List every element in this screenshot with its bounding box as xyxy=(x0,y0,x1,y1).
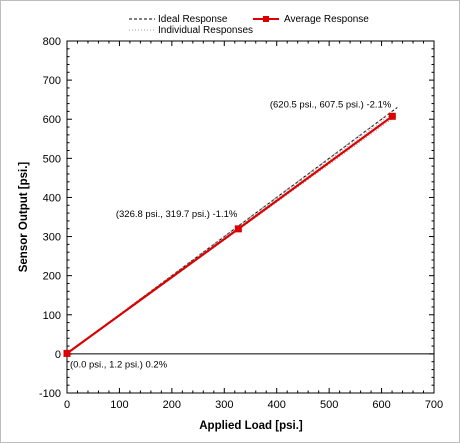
legend-marker-average xyxy=(263,16,269,22)
legend-label-average: Average Response xyxy=(284,14,369,25)
data-label: (620.5 psi., 607.5 psi.) -2.1% xyxy=(270,99,392,110)
legend-label-ideal: Ideal Response xyxy=(158,14,228,25)
y-tick-label: 200 xyxy=(43,271,61,283)
x-tick-label: 600 xyxy=(372,399,390,411)
x-axis-title: Applied Load [psi.] xyxy=(199,420,303,432)
series-line-average xyxy=(66,115,393,355)
y-tick-label: 500 xyxy=(43,153,61,165)
legend: Ideal Response Average Response Individu… xyxy=(129,14,369,36)
annotations-layer: (0.0 psi., 1.2 psi.) 0.2% (326.8 psi., 31… xyxy=(70,99,392,370)
plot-area xyxy=(66,40,435,394)
series-point-average xyxy=(388,112,396,120)
x-tick-label: 500 xyxy=(320,399,338,411)
x-tick-label: 200 xyxy=(163,399,181,411)
y-tick-label: 300 xyxy=(43,232,61,244)
y-tick-label: 100 xyxy=(43,310,61,322)
data-label: (0.0 psi., 1.2 psi.) 0.2% xyxy=(70,359,168,370)
x-tick-label: 0 xyxy=(64,399,70,411)
series-line-ideal xyxy=(66,107,398,355)
y-tick-label: 0 xyxy=(55,349,61,361)
x-tick-label: 300 xyxy=(215,399,233,411)
y-tick-label: 400 xyxy=(43,192,61,204)
y-tick-label: -100 xyxy=(39,388,61,400)
x-tick-label: 400 xyxy=(268,399,286,411)
data-label: (326.8 psi., 319.7 psi.) -1.1% xyxy=(116,209,238,220)
ticks-layer: 0 100 200 300 400 500 600 700-10001002003004005… xyxy=(39,36,443,411)
y-axis-title: Sensor Output [psi.] xyxy=(18,162,30,273)
y-tick-label: 800 xyxy=(43,36,61,48)
series-point-average xyxy=(234,225,242,233)
y-tick-label: 600 xyxy=(43,114,61,126)
x-tick-label: 100 xyxy=(110,399,128,411)
series-point-average xyxy=(63,349,71,357)
y-tick-label: 700 xyxy=(43,75,61,87)
legend-label-individual: Individual Responses xyxy=(158,25,253,36)
series-line-individual xyxy=(66,112,393,354)
x-tick-label: 700 xyxy=(425,399,443,411)
series-layer xyxy=(63,107,398,357)
